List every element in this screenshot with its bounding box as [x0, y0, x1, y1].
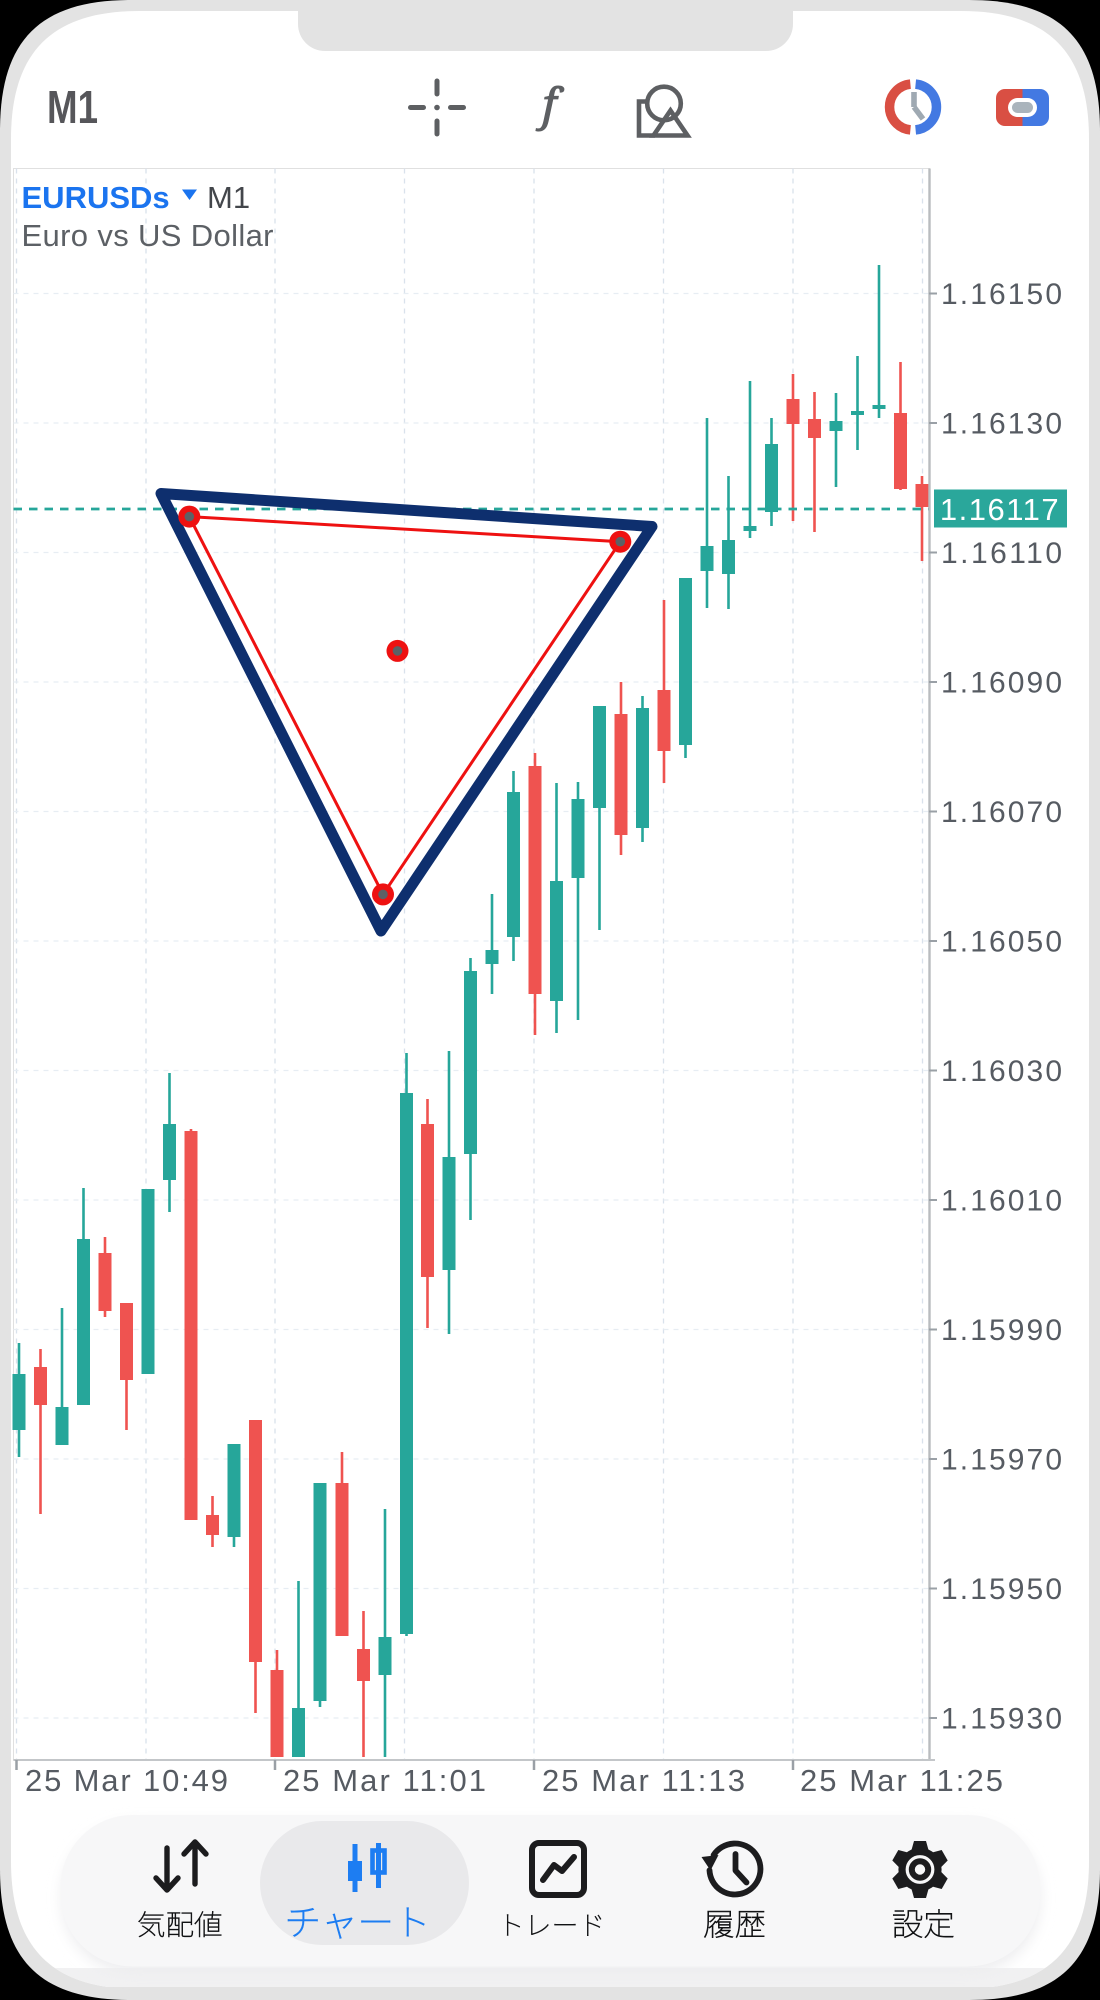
svg-text:1.16070: 1.16070 [941, 796, 1062, 829]
svg-text:1.15990: 1.15990 [941, 1314, 1062, 1347]
svg-text:25 Mar 11:13: 25 Mar 11:13 [542, 1763, 745, 1798]
svg-text:25 Mar 10:49: 25 Mar 10:49 [25, 1763, 228, 1798]
svg-text:1.16130: 1.16130 [941, 408, 1062, 441]
svg-text:1.16110: 1.16110 [941, 537, 1062, 570]
svg-text:EURUSDs: EURUSDs [22, 180, 170, 215]
svg-text:1.16030: 1.16030 [941, 1055, 1062, 1088]
svg-text:1.15970: 1.15970 [941, 1444, 1062, 1477]
svg-text:1.16050: 1.16050 [941, 926, 1062, 959]
svg-text:1.16090: 1.16090 [941, 667, 1062, 700]
svg-text:1.15930: 1.15930 [941, 1703, 1062, 1736]
svg-text:M1: M1 [47, 81, 98, 133]
svg-text:Euro vs US Dollar: Euro vs US Dollar [22, 218, 274, 253]
svg-text:1.15950: 1.15950 [941, 1573, 1062, 1606]
svg-text:25 Mar 11:01: 25 Mar 11:01 [283, 1763, 486, 1798]
svg-text:25 Mar 11:25: 25 Mar 11:25 [800, 1763, 1003, 1798]
svg-text:1.16150: 1.16150 [941, 278, 1062, 311]
svg-text:1.16010: 1.16010 [941, 1185, 1062, 1218]
svg-text:1.16117: 1.16117 [940, 492, 1060, 527]
svg-text:M1: M1 [207, 180, 250, 215]
